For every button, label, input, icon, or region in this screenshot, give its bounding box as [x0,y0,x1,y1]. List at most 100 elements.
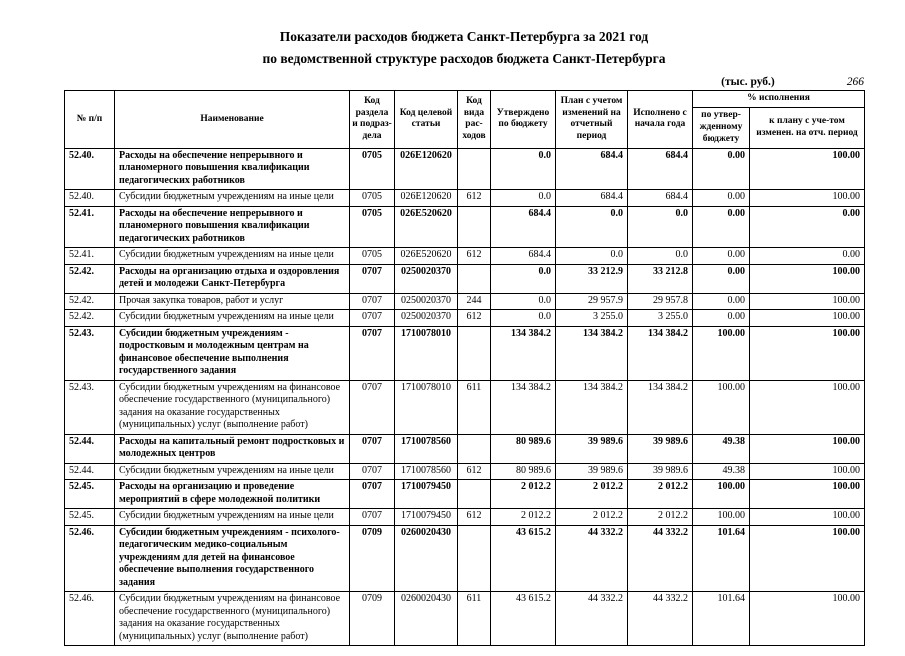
cell-section-code: 0705 [349,205,395,249]
cell-executed: 39 989.6 [627,433,693,464]
cell-section-code: 0707 [349,325,395,381]
cell-name: Расходы на капитальный ремонт подростков… [114,433,350,464]
cell-executed: 684.4 [627,147,693,191]
cell-article-code: 0250020370 [394,292,458,311]
cell-type-code: 612 [457,508,491,526]
cell-name: Субсидии бюджетным учреждениям - подрост… [114,325,350,381]
cell-type-code [457,433,491,464]
cell-section-code: 0709 [349,591,395,647]
cell-executed: 134 384.2 [627,379,693,435]
cell-pct-plan: 0.00 [749,247,865,265]
cell-article-code: 1710079450 [394,479,458,510]
cell-plan: 44 332.2 [555,591,628,647]
cell-num: 52.45. [64,508,115,526]
cell-plan: 3 255.0 [555,309,628,327]
cell-type-code: 612 [457,247,491,265]
table-row: 52.40. Расходы на обеспечение непрерывног… [64,147,865,191]
table-row: 52.41. Расходы на обеспечение непрерывног… [64,205,865,249]
cell-section-code: 0709 [349,524,395,593]
cell-approved: 0.0 [490,263,556,294]
cell-pct-plan: 100.00 [749,309,865,327]
header-row-2: по утвер-жденному бюджету к плану с уче-… [65,107,865,149]
cell-plan: 33 212.9 [555,263,628,294]
cell-pct-budget: 49.38 [692,462,750,481]
cell-type-code: 612 [457,462,491,481]
document-title-line2: по ведомственной структуре расходов бюдж… [262,50,666,66]
cell-num: 52.40. [64,147,115,191]
cell-pct-budget: 0.00 [692,292,750,311]
cell-approved: 43 615.2 [490,591,556,647]
cell-section-code: 0707 [349,309,395,327]
cell-pct-budget: 100.00 [692,325,750,381]
cell-section-code: 0707 [349,379,395,435]
cell-article-code: 1710078560 [394,433,458,464]
cell-section-code: 0707 [349,433,395,464]
cell-pct-budget: 0.00 [692,147,750,191]
document-title-line1: Показатели расходов бюджета Санкт-Петерб… [279,29,649,44]
cell-approved: 43 615.2 [490,524,556,593]
cell-section-code: 0705 [349,247,395,265]
cell-num: 52.42. [64,292,115,311]
cell-type-code: 612 [457,309,491,327]
col-header-pct-group: % исполнения [692,90,865,109]
cell-approved: 684.4 [490,205,556,249]
cell-pct-budget: 0.00 [692,247,750,265]
cell-executed: 2 012.2 [627,508,693,526]
cell-section-code: 0705 [349,147,395,191]
cell-pct-plan: 100.00 [749,147,865,191]
budget-table: № п/п Наименование Код раздела и подраз-… [64,90,865,647]
cell-plan: 684.4 [555,147,628,191]
cell-pct-budget: 100.00 [692,508,750,526]
table-row: 52.42. Субсидии бюджетным учреждениям на … [64,309,865,327]
cell-plan: 134 384.2 [555,325,628,381]
col-header-article-code: Код целевой статьи [394,90,458,149]
cell-name: Расходы на организацию и проведение меро… [114,479,350,510]
table-row: 52.41. Субсидии бюджетным учреждениям на … [64,247,865,265]
cell-pct-plan: 100.00 [749,189,865,207]
cell-type-code [457,325,491,381]
col-header-pct-plan: к плану с уче-том изменен. на отч. перио… [749,107,865,149]
cell-pct-plan: 100.00 [749,292,865,311]
cell-article-code: 026E120620 [394,189,458,207]
table-row: 52.42. Расходы на организацию отдыха и оз… [64,263,865,294]
cell-pct-plan: 100.00 [749,325,865,381]
table-row: 52.44. Расходы на капитальный ремонт подр… [64,433,865,464]
cell-article-code: 0260020430 [394,524,458,593]
cell-pct-budget: 100.00 [692,479,750,510]
cell-plan: 134 384.2 [555,379,628,435]
cell-type-code [457,524,491,593]
table-row: 52.42. Прочая закупка товаров, работ и ус… [64,292,865,311]
cell-plan: 684.4 [555,189,628,207]
cell-pct-plan: 100.00 [749,591,865,647]
cell-section-code: 0707 [349,508,395,526]
cell-section-code: 0707 [349,292,395,311]
cell-article-code: 026E120620 [394,147,458,191]
cell-executed: 33 212.8 [627,263,693,294]
cell-pct-plan: 100.00 [749,263,865,294]
col-header-name: Наименование [114,90,350,149]
table-row: 52.45. Субсидии бюджетным учреждениям на … [64,508,865,526]
table-row: 52.40. Субсидии бюджетным учреждениям на … [64,189,865,207]
cell-approved: 80 989.6 [490,462,556,481]
cell-section-code: 0705 [349,189,395,207]
cell-type-code: 244 [457,292,491,311]
col-header-pct-budget: по утвер-жденному бюджету [692,107,750,149]
cell-name: Субсидии бюджетным учреждениям на иные ц… [114,247,350,265]
cell-approved: 0.0 [490,292,556,311]
cell-num: 52.42. [64,309,115,327]
cell-num: 52.40. [64,189,115,207]
table-row: 52.45. Расходы на организацию и проведени… [64,479,865,510]
cell-article-code: 1710078010 [394,325,458,381]
page-number: 266 [846,76,864,89]
cell-pct-budget: 0.00 [692,189,750,207]
cell-executed: 29 957.8 [627,292,693,311]
cell-pct-budget: 100.00 [692,379,750,435]
cell-pct-budget: 101.64 [692,524,750,593]
cell-type-code: 611 [457,379,491,435]
cell-plan: 29 957.9 [555,292,628,311]
cell-pct-budget: 0.00 [692,205,750,249]
cell-num: 52.41. [64,247,115,265]
cell-section-code: 0707 [349,263,395,294]
cell-name: Субсидии бюджетным учреждениям - психоло… [114,524,350,593]
cell-num: 52.43. [64,325,115,381]
